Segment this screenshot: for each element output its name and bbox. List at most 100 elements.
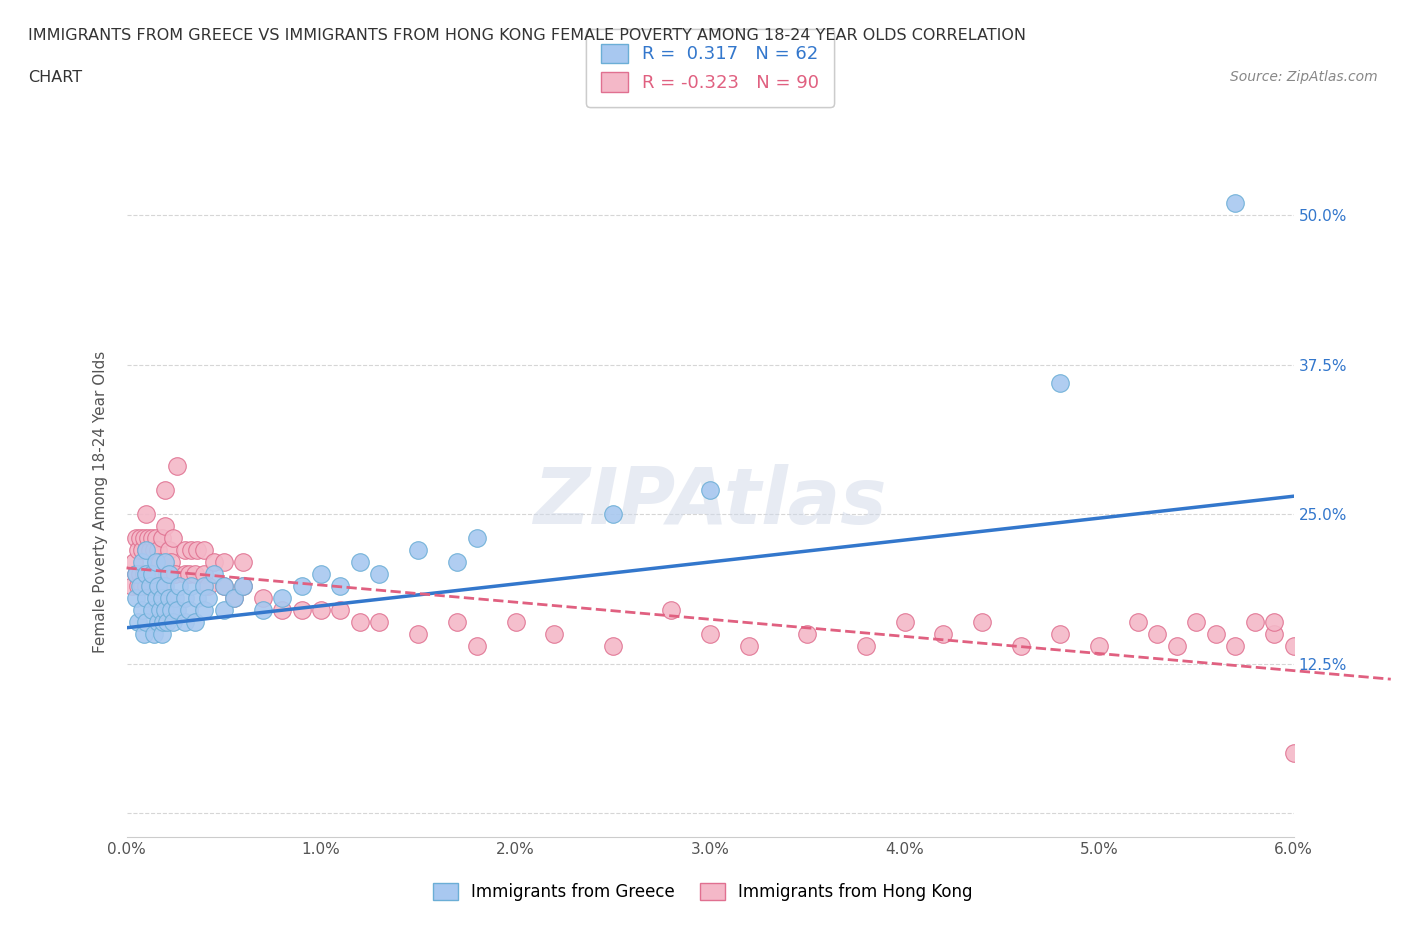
Point bbox=[146, 578, 169, 593]
Point bbox=[139, 578, 162, 593]
Point bbox=[446, 615, 468, 630]
Text: Source: ZipAtlas.com: Source: ZipAtlas.com bbox=[1230, 70, 1378, 84]
Point bbox=[368, 615, 391, 630]
Point bbox=[855, 638, 877, 653]
Point bbox=[125, 531, 148, 546]
Point bbox=[129, 578, 152, 593]
Point bbox=[193, 542, 215, 557]
Point bbox=[183, 615, 205, 630]
Point bbox=[1263, 626, 1285, 641]
Point bbox=[162, 531, 184, 546]
Point bbox=[166, 603, 188, 618]
Point bbox=[329, 578, 352, 593]
Point bbox=[1049, 626, 1071, 641]
Point bbox=[329, 603, 352, 618]
Point bbox=[1146, 626, 1168, 641]
Point bbox=[155, 554, 177, 569]
Point bbox=[135, 542, 157, 557]
Y-axis label: Female Poverty Among 18-24 Year Olds: Female Poverty Among 18-24 Year Olds bbox=[93, 352, 108, 654]
Legend: Immigrants from Greece, Immigrants from Hong Kong: Immigrants from Greece, Immigrants from … bbox=[422, 870, 984, 912]
Point bbox=[699, 483, 721, 498]
Point bbox=[141, 566, 163, 581]
Point bbox=[197, 578, 219, 593]
Point bbox=[165, 591, 187, 605]
Point bbox=[165, 566, 187, 581]
Point bbox=[162, 615, 184, 630]
Point bbox=[1185, 615, 1208, 630]
Point bbox=[212, 578, 235, 593]
Point bbox=[131, 603, 153, 618]
Point bbox=[1282, 638, 1305, 653]
Point bbox=[232, 554, 254, 569]
Point bbox=[136, 531, 159, 546]
Point bbox=[155, 483, 177, 498]
Point bbox=[212, 578, 235, 593]
Point bbox=[180, 578, 202, 593]
Point bbox=[932, 626, 955, 641]
Point bbox=[167, 578, 190, 593]
Point bbox=[141, 603, 163, 618]
Point bbox=[602, 507, 624, 522]
Point bbox=[155, 519, 177, 534]
Point bbox=[156, 615, 179, 630]
Point bbox=[135, 507, 157, 522]
Legend: R =  0.317   N = 62, R = -0.323   N = 90: R = 0.317 N = 62, R = -0.323 N = 90 bbox=[586, 29, 834, 107]
Point bbox=[1205, 626, 1227, 641]
Point bbox=[131, 554, 153, 569]
Point bbox=[543, 626, 565, 641]
Point bbox=[197, 591, 219, 605]
Point bbox=[202, 554, 225, 569]
Point bbox=[1243, 615, 1265, 630]
Point bbox=[157, 591, 180, 605]
Point bbox=[252, 591, 274, 605]
Point bbox=[129, 531, 152, 546]
Point bbox=[183, 566, 205, 581]
Point bbox=[1282, 746, 1305, 761]
Point bbox=[349, 554, 371, 569]
Point bbox=[1088, 638, 1111, 653]
Point bbox=[893, 615, 915, 630]
Text: IMMIGRANTS FROM GREECE VS IMMIGRANTS FROM HONG KONG FEMALE POVERTY AMONG 18-24 Y: IMMIGRANTS FROM GREECE VS IMMIGRANTS FRO… bbox=[28, 28, 1026, 43]
Point bbox=[193, 566, 215, 581]
Point bbox=[146, 615, 169, 630]
Text: CHART: CHART bbox=[28, 70, 82, 85]
Point bbox=[446, 554, 468, 569]
Point bbox=[699, 626, 721, 641]
Point bbox=[125, 591, 148, 605]
Point bbox=[129, 566, 152, 581]
Point bbox=[150, 531, 173, 546]
Point bbox=[1263, 615, 1285, 630]
Point bbox=[149, 554, 172, 569]
Point bbox=[135, 542, 157, 557]
Point bbox=[142, 626, 165, 641]
Point bbox=[145, 554, 167, 569]
Point bbox=[145, 531, 167, 546]
Point bbox=[738, 638, 761, 653]
Point bbox=[202, 566, 225, 581]
Point bbox=[796, 626, 818, 641]
Point bbox=[368, 566, 391, 581]
Point bbox=[160, 603, 183, 618]
Point bbox=[127, 542, 149, 557]
Point bbox=[659, 603, 682, 618]
Point bbox=[127, 615, 149, 630]
Point bbox=[186, 591, 208, 605]
Point bbox=[124, 554, 146, 569]
Point bbox=[212, 554, 235, 569]
Point bbox=[146, 578, 169, 593]
Point bbox=[232, 578, 254, 593]
Point bbox=[135, 578, 157, 593]
Point bbox=[972, 615, 994, 630]
Point bbox=[125, 566, 148, 581]
Point bbox=[1010, 638, 1032, 653]
Point bbox=[1166, 638, 1188, 653]
Point bbox=[152, 615, 174, 630]
Point bbox=[132, 566, 155, 581]
Point bbox=[152, 578, 174, 593]
Point bbox=[155, 603, 177, 618]
Point bbox=[142, 542, 165, 557]
Point bbox=[222, 591, 245, 605]
Point bbox=[290, 578, 312, 593]
Point bbox=[135, 566, 157, 581]
Point bbox=[349, 615, 371, 630]
